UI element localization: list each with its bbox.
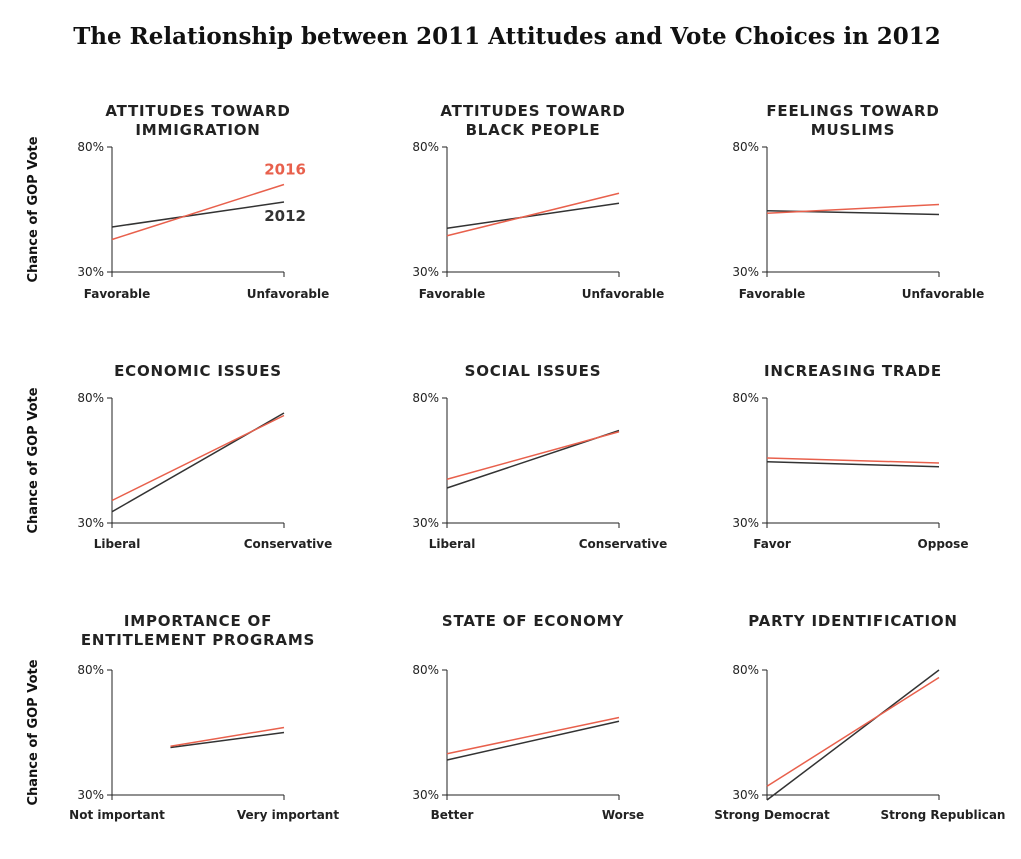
panel-title: ECONOMIC ISSUES [114, 362, 282, 380]
x-category-label: Liberal [429, 537, 476, 551]
panel-title: ATTITUDES TOWARD [105, 102, 290, 120]
y-axis-label: Chance of GOP Vote [26, 387, 41, 533]
y-tick-label: 30% [77, 265, 104, 279]
panel-title: STATE OF ECONOMY [442, 612, 624, 630]
panel-title: ATTITUDES TOWARD [440, 102, 625, 120]
panel-title: IMPORTANCE OF [124, 612, 272, 630]
series-line-2016 [111, 183, 285, 241]
panel-4: ECONOMIC ISSUES 80% 30% Liberal Conservative… [26, 362, 332, 551]
y-tick-label: 30% [732, 516, 759, 530]
series-line-2016 [446, 431, 620, 480]
series-line-2012 [766, 461, 940, 468]
y-axis-label: Chance of GOP Vote [26, 659, 41, 805]
y-tick-label: 30% [732, 788, 759, 802]
main-title: The Relationship between 2011 Attitudes … [73, 23, 941, 50]
x-category-label: Strong Republican [881, 808, 1006, 822]
y-tick-label: 80% [412, 391, 439, 405]
panels: ATTITUDES TOWARDIMMIGRATION80%30%Favorab… [26, 102, 1005, 822]
series-line-2016 [446, 192, 620, 237]
series-label-2012: 2012 [264, 207, 306, 225]
series-line-2012 [111, 201, 285, 228]
series-line-2016 [766, 203, 940, 214]
x-category-label: Unfavorable [247, 287, 330, 301]
x-category-label: Unfavorable [582, 287, 665, 301]
series-line-2016 [170, 726, 285, 747]
y-tick-label: 80% [412, 140, 439, 154]
y-tick-label: 80% [77, 391, 104, 405]
x-category-label: Liberal [94, 537, 141, 551]
x-category-label: Conservative [579, 537, 668, 551]
y-tick-label: 80% [412, 663, 439, 677]
series-line-2012 [170, 731, 285, 749]
series-line-2016 [446, 716, 620, 755]
panel-title: MUSLIMS [811, 121, 895, 139]
panel-title: IMMIGRATION [135, 121, 260, 139]
x-category-label: Favorable [419, 287, 486, 301]
panel-title: INCREASING TRADE [764, 362, 942, 380]
panel-6: INCREASING TRADE 80% 30% Favor Oppose [732, 362, 968, 551]
x-category-label: Favor [753, 537, 791, 551]
y-tick-label: 80% [732, 140, 759, 154]
x-category-label: Unfavorable [902, 287, 985, 301]
series-label-2016: 2016 [264, 161, 306, 179]
x-category-label: Oppose [918, 537, 969, 551]
y-axis-label: Chance of GOP Vote [26, 136, 41, 282]
panel-title: FEELINGS TOWARD [766, 102, 939, 120]
x-category-label: Worse [602, 808, 644, 822]
y-tick-label: 30% [412, 788, 439, 802]
series-line-2016 [766, 457, 940, 464]
series-line-2016 [111, 414, 285, 502]
y-tick-label: 30% [412, 516, 439, 530]
series-line-2016 [766, 676, 940, 787]
y-tick-label: 80% [77, 140, 104, 154]
panel-title: BLACK PEOPLE [466, 121, 601, 139]
y-tick-label: 30% [732, 265, 759, 279]
x-category-label: Conservative [244, 537, 333, 551]
y-tick-label: 30% [412, 265, 439, 279]
y-tick-label: 30% [77, 788, 104, 802]
series-line-2012 [446, 202, 620, 229]
series-line-2012 [446, 720, 620, 761]
x-category-label: Not important [69, 808, 165, 822]
panel-8: STATE OF ECONOMY 80% 30% Better Worse [412, 612, 644, 822]
x-category-label: Better [431, 808, 474, 822]
y-tick-label: 80% [732, 663, 759, 677]
panel-title: PARTY IDENTIFICATION [748, 612, 957, 630]
series-line-2012 [766, 669, 940, 801]
x-category-label: Favorable [84, 287, 151, 301]
panel-9: PARTY IDENTIFICATION 80% 30% Strong Democra… [714, 612, 1005, 822]
y-tick-label: 80% [732, 391, 759, 405]
panel-title: ENTITLEMENT PROGRAMS [81, 631, 315, 649]
panel-5: SOCIAL ISSUES 80% 30% Liberal Conservative [412, 362, 667, 551]
x-category-label: Very important [237, 808, 339, 822]
x-category-label: Strong Democrat [714, 808, 830, 822]
x-category-label: Favorable [739, 287, 806, 301]
y-tick-label: 30% [77, 516, 104, 530]
y-tick-label: 80% [77, 663, 104, 677]
panel-title: SOCIAL ISSUES [465, 362, 602, 380]
